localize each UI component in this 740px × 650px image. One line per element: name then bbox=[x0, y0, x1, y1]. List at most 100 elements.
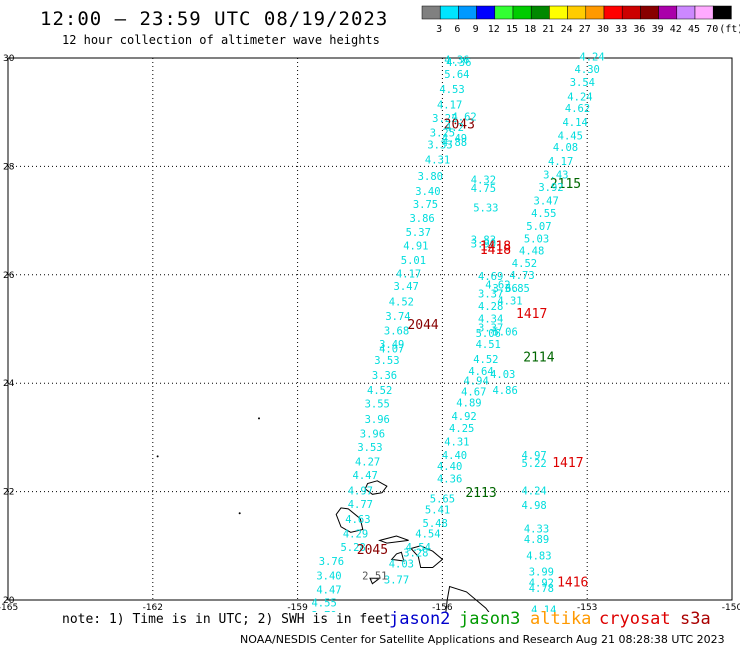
swh-value: 4.48 bbox=[519, 246, 544, 258]
swh-value: 4.17 bbox=[396, 269, 421, 281]
swh-value: 4.53 bbox=[439, 84, 464, 96]
swh-value: 4.07 bbox=[379, 343, 404, 355]
colorbar-label: 39 bbox=[652, 24, 664, 35]
swh-value: 4.24 bbox=[567, 91, 592, 103]
swh-value: 5.03 bbox=[524, 233, 549, 245]
lat-tick-label: 30 bbox=[3, 54, 15, 64]
swh-value: 4.31 bbox=[425, 155, 450, 167]
swh-value: 3.25 bbox=[430, 128, 455, 140]
swh-value: 5.48 bbox=[423, 518, 448, 530]
swh-value: 3.55 bbox=[365, 399, 390, 411]
swh-value: 4.14 bbox=[562, 117, 587, 129]
colorbar-label: 12 bbox=[488, 24, 500, 35]
swh-value: 4.40 bbox=[442, 450, 467, 462]
swh-value: 3.47 bbox=[534, 195, 559, 207]
pass-time-label: 2044 bbox=[407, 318, 438, 333]
island-outline bbox=[364, 480, 388, 495]
swh-value: 4.54 bbox=[406, 542, 431, 554]
swh-value: 3.37 bbox=[478, 323, 503, 335]
swh-value: 3.53 bbox=[357, 442, 382, 454]
swh-value: 3.37 bbox=[478, 289, 503, 301]
swh-value: 3.83 bbox=[471, 234, 496, 246]
map-frame bbox=[7, 57, 733, 601]
lat-tick-label: 26 bbox=[3, 271, 15, 281]
swh-value: 4.28 bbox=[478, 301, 503, 313]
swh-value: 5.06 bbox=[492, 327, 517, 339]
lat-tick-label: 22 bbox=[3, 488, 14, 498]
pass-time-label: 2115 bbox=[550, 177, 581, 192]
swh-value: 3.99 bbox=[529, 567, 554, 579]
swh-value: 4.64 bbox=[468, 366, 493, 378]
swh-value: 4.31 bbox=[444, 437, 469, 449]
lat-tick-label: 24 bbox=[3, 379, 15, 389]
swh-value: 4.92 bbox=[451, 411, 476, 423]
colorbar-label: 36 bbox=[633, 24, 645, 35]
swh-value: 4.77 bbox=[348, 499, 373, 511]
swh-value: 4.94 bbox=[464, 375, 489, 387]
swh-value: 3.86 bbox=[409, 213, 434, 225]
swh-value: 4.75 bbox=[471, 183, 496, 195]
swh-value: 4.33 bbox=[524, 523, 549, 535]
swh-value: 4.55 bbox=[531, 208, 556, 220]
swh-value: 4.63 bbox=[345, 514, 370, 526]
legend-s3a: s3a bbox=[680, 609, 711, 629]
swh-value: 4.73 bbox=[509, 270, 534, 282]
island-outline bbox=[410, 545, 444, 568]
swh-value: 5.28 bbox=[340, 542, 365, 554]
swh-value: 3.66 bbox=[492, 283, 517, 295]
colorbar-label: 18 bbox=[524, 24, 536, 35]
colorbar-label: 30 bbox=[597, 24, 609, 35]
swh-value: 3.80 bbox=[418, 171, 443, 183]
swh-value: 4.24 bbox=[521, 485, 546, 497]
swh-value: 2.51 bbox=[362, 570, 387, 582]
swh-value: 4.88 bbox=[442, 137, 467, 149]
swh-value: 4.32 bbox=[471, 175, 496, 187]
swh-value: 4.62 bbox=[451, 111, 476, 123]
swh-value: 4.69 bbox=[478, 271, 503, 283]
swh-value: 4.03 bbox=[389, 558, 414, 570]
swh-value: 4.54 bbox=[415, 529, 440, 541]
wave-height-map: -165 -162 -159 -156 -153 -150 20 22 24 26 28 30 4.36… bbox=[0, 52, 740, 612]
colorbar-label: 3 bbox=[436, 24, 442, 35]
swh-value: 4.89 bbox=[524, 534, 549, 546]
swh-value: 4.97 bbox=[521, 450, 546, 462]
colorbar-label: 6 bbox=[454, 24, 460, 35]
lat-tick-label: 28 bbox=[3, 162, 15, 172]
legend-cryosat: cryosat bbox=[599, 609, 671, 629]
swh-value: 4.2 bbox=[445, 122, 464, 134]
lat-tick-label: 20 bbox=[3, 596, 15, 606]
swh-value: 4.47 bbox=[353, 470, 378, 482]
colorbar-label: 9 bbox=[473, 24, 479, 35]
page-subtitle: 12 hour collection of altimeter wave hei… bbox=[62, 33, 380, 47]
swh-value: 4.30 bbox=[575, 64, 600, 76]
swh-value: 4.62 bbox=[565, 103, 590, 115]
swh-value: 4.62 bbox=[485, 279, 510, 291]
swh-value: 5.33 bbox=[473, 202, 498, 214]
swh-value: 4.86 bbox=[492, 385, 517, 397]
colorbar-label: 42 bbox=[670, 24, 682, 35]
island-outline bbox=[445, 585, 490, 612]
lon-tick-label: -165 bbox=[0, 603, 18, 612]
pass-time-label: 2113 bbox=[465, 486, 496, 501]
swh-value: 4.83 bbox=[526, 550, 551, 562]
swh-value: 4.52 bbox=[473, 354, 498, 366]
swh-value: 4.25 bbox=[449, 423, 474, 435]
pass-time-label: 1416 bbox=[557, 575, 588, 590]
pass-time-label: 1417 bbox=[516, 307, 547, 322]
swh-value: 4.52 bbox=[389, 297, 414, 309]
lon-tick-label: -153 bbox=[577, 603, 597, 612]
swh-value: 4.89 bbox=[456, 398, 481, 410]
swh-value: 4.67 bbox=[461, 387, 486, 399]
swh-value: 4.29 bbox=[343, 529, 368, 541]
lon-tick-label: -162 bbox=[143, 603, 163, 612]
swh-value: 4.47 bbox=[316, 584, 341, 596]
swh-value: 5.01 bbox=[401, 255, 426, 267]
colorbar-label: 70 bbox=[706, 24, 718, 35]
swh-value: 4.49 bbox=[442, 133, 467, 145]
swh-value: 3.49 bbox=[379, 339, 404, 351]
swh-value: 4.36 bbox=[444, 54, 469, 66]
small-island bbox=[156, 455, 159, 458]
swh-value: 4.92 bbox=[529, 577, 554, 589]
pass-time-label: 2114 bbox=[523, 351, 554, 366]
